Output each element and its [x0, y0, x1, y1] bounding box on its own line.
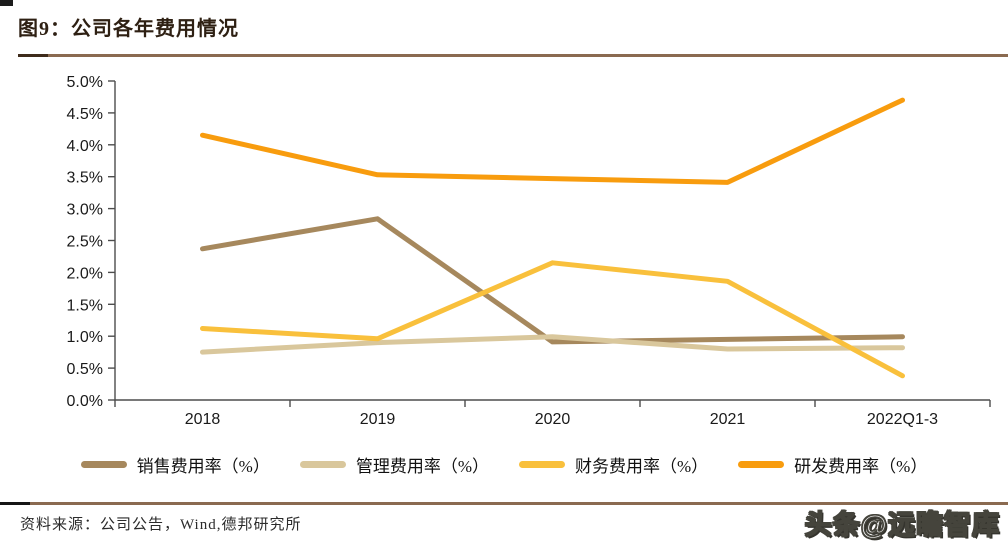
y-tick-label: 2.0%	[67, 265, 103, 282]
legend-label-rnd: 研发费用率（%）	[794, 457, 928, 476]
y-tick-label: 1.0%	[67, 329, 103, 346]
series-line-1	[200, 334, 905, 355]
x-tick-label: 2018	[185, 411, 221, 428]
legend-item-sales: 销售费用率（%）	[80, 452, 270, 477]
x-tick-label: 2019	[360, 411, 396, 428]
source-note: 资料来源：公司公告，Wind,德邦研究所	[20, 517, 302, 533]
legend-item-finance: 财务费用率（%）	[519, 452, 708, 477]
rnd-series-swatch	[738, 461, 785, 468]
y-tick-label: 4.5%	[67, 106, 103, 123]
legend-label-finance: 财务费用率（%）	[575, 457, 709, 476]
x-tick-label: 2020	[535, 411, 571, 428]
footer-divider	[0, 502, 1008, 505]
y-tick-label: 5.0%	[67, 74, 103, 91]
legend-item-rnd: 研发费用率（%）	[738, 452, 927, 477]
y-tick-label: 2.5%	[67, 234, 103, 251]
management-series-swatch	[299, 461, 346, 468]
watermark-badge: 头条@远瞻智库	[804, 509, 1000, 540]
title-divider-accent	[18, 54, 48, 57]
series-line-3	[200, 97, 905, 185]
figure-title: 图9：公司各年费用情况	[18, 18, 239, 40]
y-tick-label: 3.5%	[67, 170, 103, 187]
series-line-2	[200, 260, 905, 379]
title-divider	[18, 54, 1008, 57]
series-line-0	[200, 216, 905, 345]
corner-mark	[0, 0, 13, 6]
y-tick-label: 0.5%	[67, 361, 103, 378]
chart-legend: 销售费用率（%） 管理费用率（%） 财务费用率（%） 研发费用率（%）	[0, 452, 1008, 477]
legend-label-sales: 销售费用率（%）	[136, 457, 270, 476]
y-tick-label: 1.5%	[67, 297, 103, 314]
legend-item-management: 管理费用率（%）	[299, 452, 489, 477]
footer-divider-accent	[0, 502, 30, 505]
legend-label-management: 管理费用率（%）	[355, 457, 489, 476]
x-tick-label: 2022Q1-3	[867, 411, 938, 428]
sales-series-swatch	[80, 461, 127, 468]
y-tick-label: 0.0%	[67, 393, 103, 410]
finance-series-swatch	[519, 461, 565, 468]
x-tick-label: 2021	[710, 411, 746, 428]
y-tick-label: 3.0%	[67, 202, 103, 219]
y-tick-label: 4.0%	[67, 138, 103, 155]
